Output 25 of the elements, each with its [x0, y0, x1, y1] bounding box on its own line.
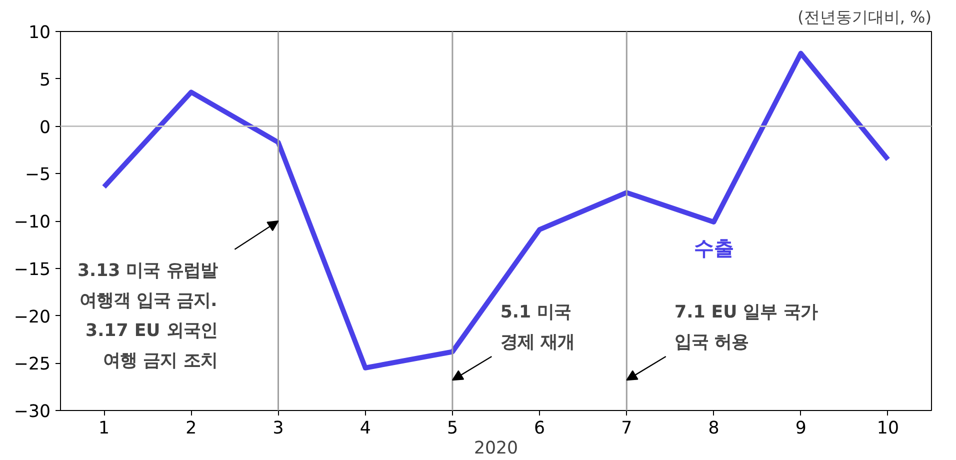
x-tick-label: 4: [360, 418, 371, 438]
x-tick-label: 2: [186, 418, 197, 438]
x-tick-label: 7: [621, 418, 632, 438]
y-tick-label: 5: [39, 70, 51, 90]
x-tick-label: 3: [272, 418, 284, 438]
y-tick-label: −25: [14, 354, 51, 375]
x-tick-label: 1: [98, 418, 110, 438]
y-tick-label: −5: [24, 165, 51, 186]
y-tick-label: 0: [39, 118, 51, 138]
y-tick-label: −30: [14, 402, 51, 422]
y-tick-label: −20: [14, 307, 51, 328]
ref-line-label: 7.1 EU 일부 국가 입국 허용: [674, 302, 818, 353]
y-tick-label: −10: [14, 212, 51, 232]
x-tick-label: 9: [795, 418, 806, 438]
x-tick-label: 10: [876, 418, 899, 438]
x-axis-title: 2020: [474, 438, 518, 458]
text: (전년동기대비, %): [798, 8, 932, 26]
ref-line-label: 3.13 미국 유럽발 여행객 입국 금지. 3.17 EU 외국인 여행 금지 조치: [77, 260, 218, 371]
y-tick-label: 10: [28, 23, 51, 43]
y-tick-label: −15: [14, 260, 51, 280]
ref-line-label: 5.1 미국 경제 재개: [500, 302, 574, 353]
x-tick-label: 5: [446, 418, 458, 438]
x-tick-label: 6: [534, 418, 546, 438]
x-tick-label: 8: [708, 418, 720, 438]
series-label: 수출: [694, 236, 734, 260]
